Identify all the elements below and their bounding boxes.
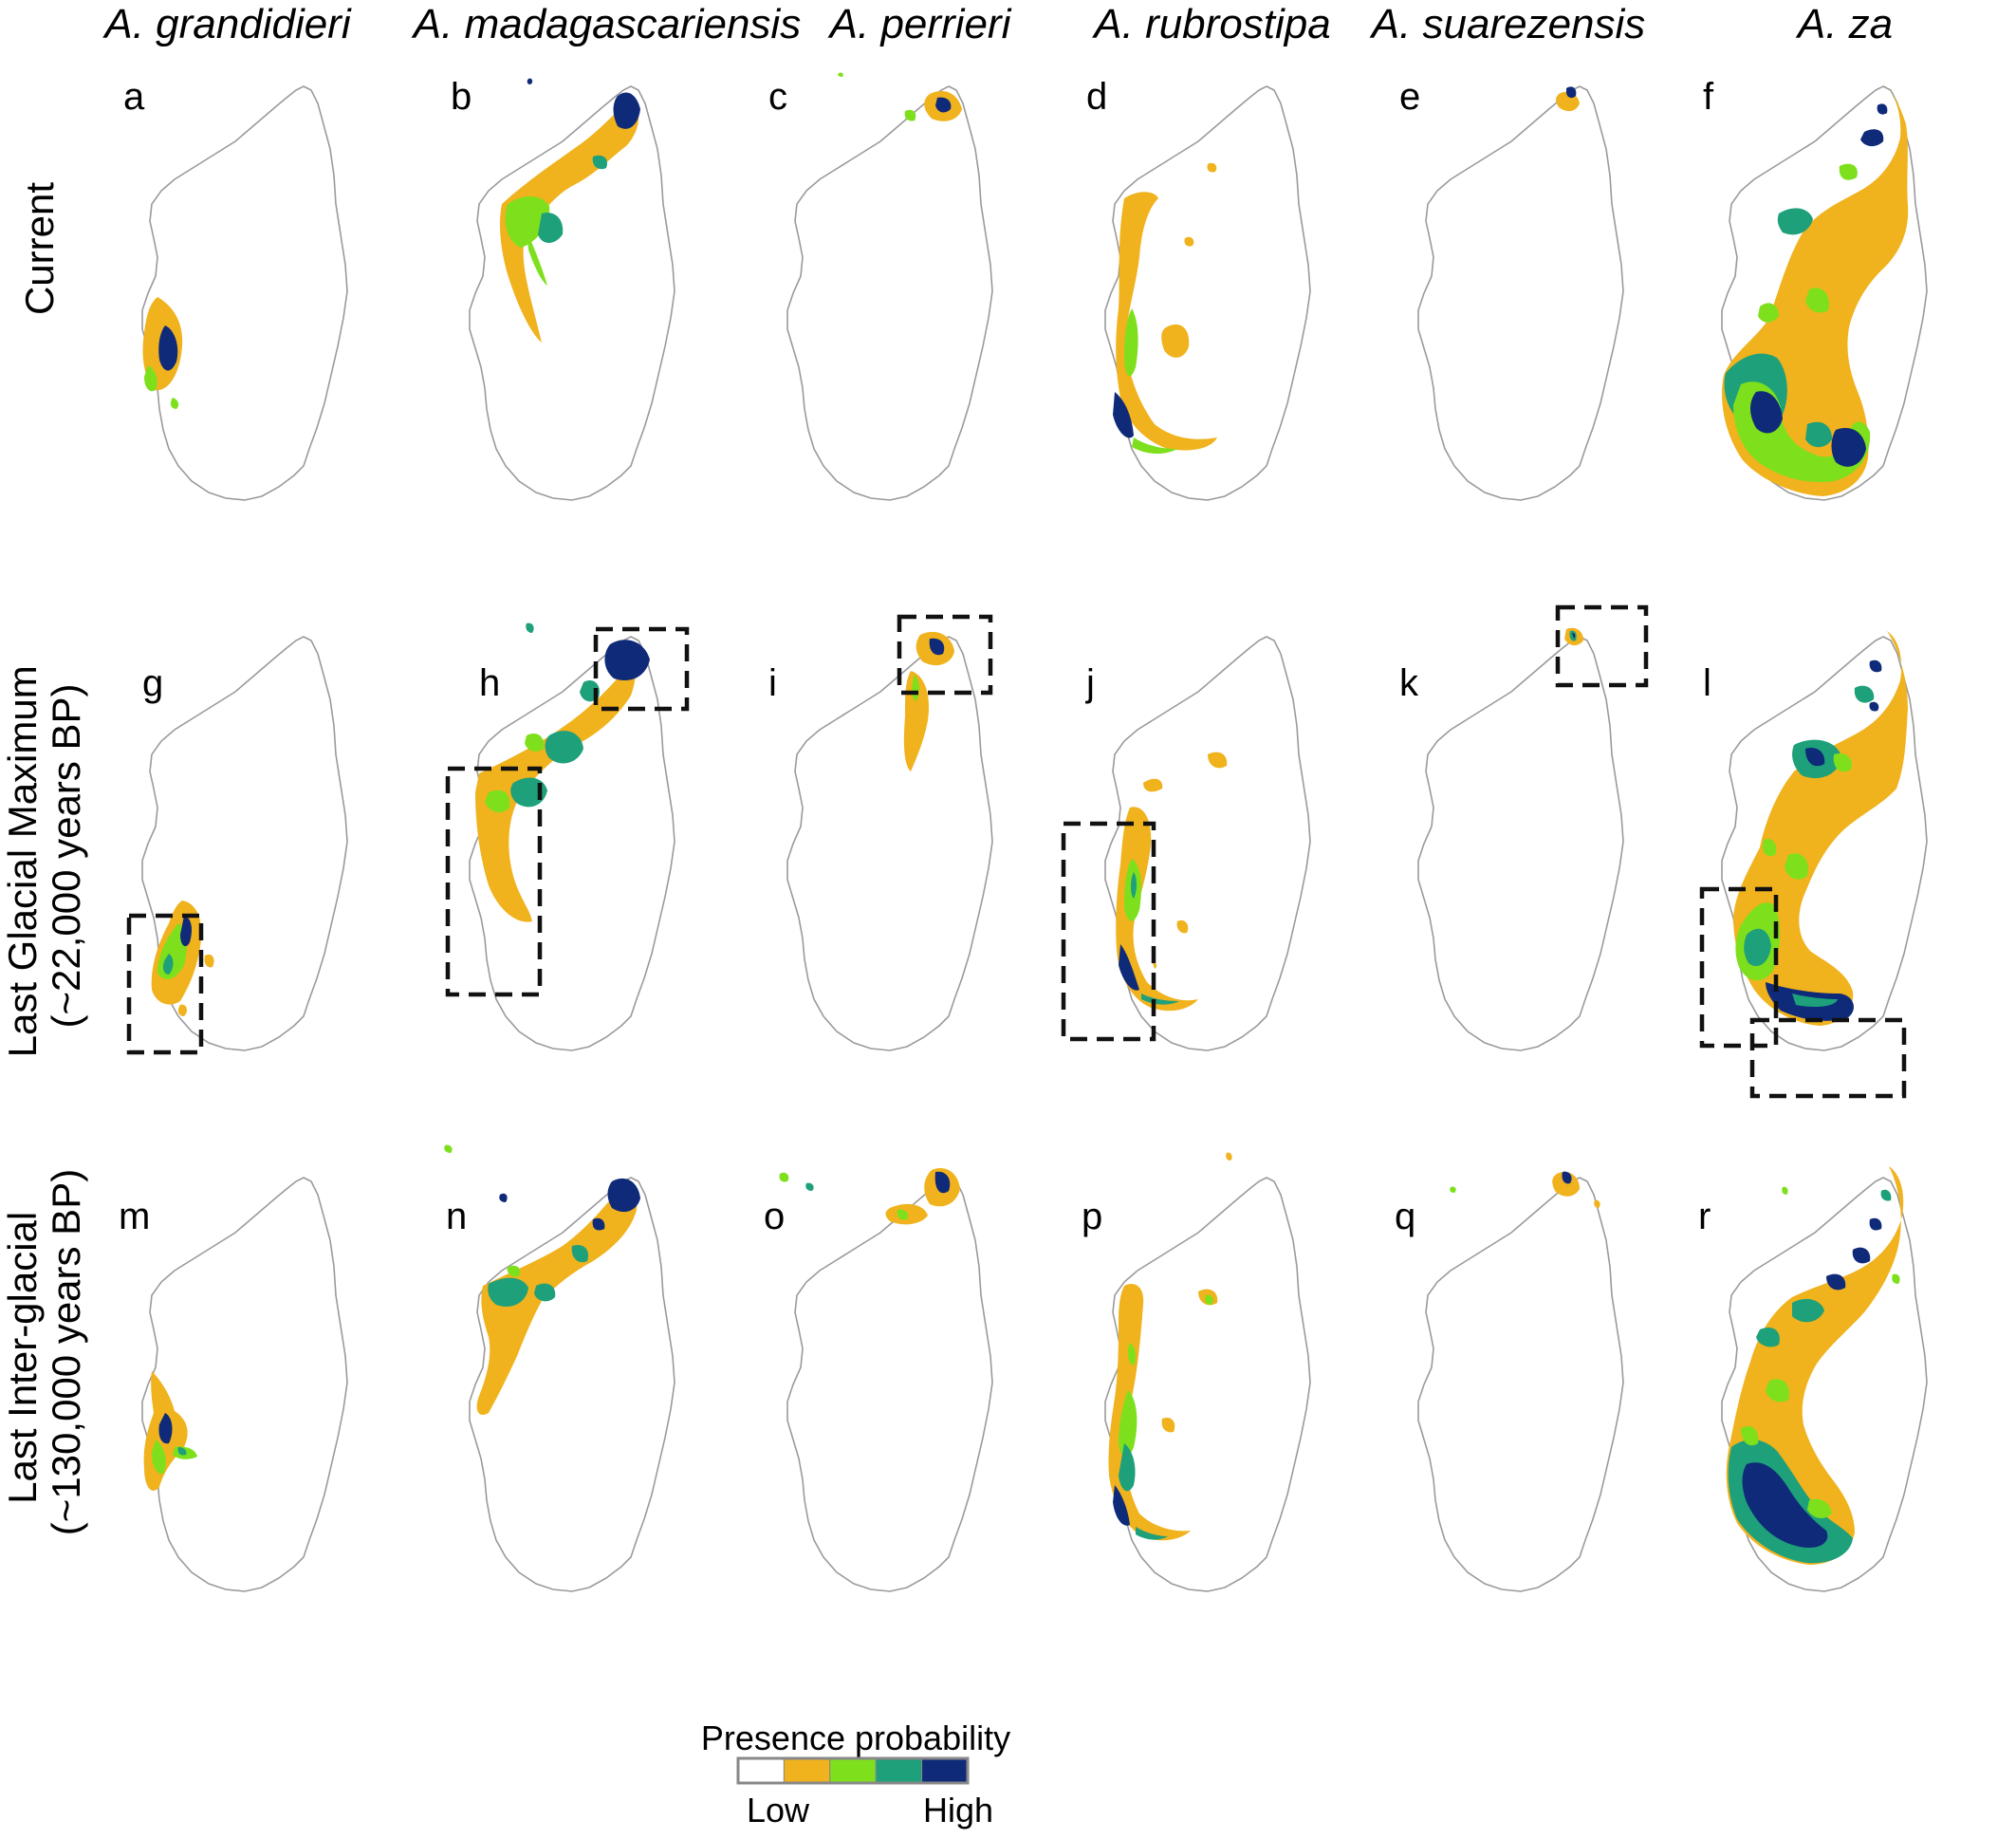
map-panel-q: q xyxy=(1395,1171,1624,1592)
madagascar-outline xyxy=(786,636,993,1051)
presence-area xyxy=(1564,627,1583,646)
panel-letter: p xyxy=(1082,1196,1102,1237)
panel-letter: h xyxy=(479,662,500,704)
panel-letter: d xyxy=(1086,76,1107,118)
highlight-box xyxy=(1749,1017,1907,1099)
legend-low-label: Low xyxy=(747,1791,810,1830)
presence-area xyxy=(500,78,640,343)
map-panel-l: l xyxy=(1699,631,1928,1099)
legend-swatch xyxy=(737,1757,785,1784)
presence-area xyxy=(142,297,183,409)
panel-letter: b xyxy=(451,76,472,118)
madagascar-outline xyxy=(141,1177,348,1592)
panel-letter: m xyxy=(119,1196,150,1237)
presence-area xyxy=(143,1371,197,1491)
map-panel-e: e xyxy=(1399,76,1624,501)
legend-swatch xyxy=(829,1757,877,1784)
madagascar-outline xyxy=(786,85,993,501)
panel-letter: e xyxy=(1399,76,1420,118)
presence-area xyxy=(1113,162,1217,455)
panel-letter: a xyxy=(123,76,145,118)
legend-swatch xyxy=(875,1757,923,1784)
panel-letter: j xyxy=(1085,662,1095,704)
highlight-box xyxy=(1699,886,1779,1049)
highlight-box xyxy=(897,614,993,696)
row-label-lig: Last Inter-glacial (~130,000 years BP) xyxy=(0,1169,88,1535)
map-panel-i: i xyxy=(768,614,993,1051)
row-labels: Current Last Glacial Maximum (~22,000 ye… xyxy=(0,182,88,1536)
panel-letter: c xyxy=(768,76,787,118)
legend-frame xyxy=(736,1756,970,1785)
map-panel-p: p xyxy=(1082,1152,1311,1592)
presence-area xyxy=(1722,84,1909,496)
map-panel-n: n xyxy=(444,1144,675,1592)
map-panel-f: f xyxy=(1703,76,1928,501)
highlight-box xyxy=(1555,604,1649,688)
map-panel-j: j xyxy=(1061,636,1311,1051)
map-panel-a: a xyxy=(123,76,348,501)
madagascar-outline xyxy=(786,1177,993,1592)
panel-letter: q xyxy=(1395,1196,1415,1237)
panel-letter: k xyxy=(1399,662,1419,704)
presence-area xyxy=(1450,1171,1600,1208)
species-header: A. madagascariensis xyxy=(411,1,801,47)
presence-area xyxy=(1726,1166,1904,1565)
row-label-lgm: Last Glacial Maximum (~22,000 years BP) xyxy=(0,655,88,1058)
map-panel-r: r xyxy=(1698,1166,1928,1592)
panel-letter: n xyxy=(446,1196,467,1237)
presence-area xyxy=(838,72,962,121)
madagascar-outline xyxy=(141,85,348,501)
species-header: A. perrieri xyxy=(827,1,1012,47)
map-panel-c: c xyxy=(768,72,993,501)
row-label-current: Current xyxy=(17,182,62,315)
legend: Presence probability Low High xyxy=(701,1718,1010,1830)
highlight-box xyxy=(593,626,690,712)
presence-area xyxy=(475,622,650,922)
madagascar-outline xyxy=(1417,1177,1624,1592)
panel-letter: o xyxy=(764,1196,785,1237)
presence-area xyxy=(1108,1152,1232,1541)
map-panel-m: m xyxy=(119,1177,348,1592)
panel-letter: l xyxy=(1703,662,1711,704)
presence-area xyxy=(1733,631,1908,1026)
map-panel-b: b xyxy=(451,76,675,501)
legend-swatches xyxy=(737,1757,969,1784)
presence-area xyxy=(1116,752,1228,1012)
legend-swatch xyxy=(921,1757,969,1784)
legend-swatch xyxy=(783,1757,831,1784)
presence-area xyxy=(444,1144,640,1415)
species-header: A. za xyxy=(1795,1,1893,47)
legend-title: Presence probability xyxy=(701,1718,1010,1757)
presence-area xyxy=(151,901,214,1016)
species-headers: A. grandidieri A. madagascariensis A. pe… xyxy=(102,1,1893,47)
madagascar-outline xyxy=(1417,636,1624,1051)
map-panel-k: k xyxy=(1399,604,1649,1051)
map-panel-g: g xyxy=(126,636,348,1055)
species-header: A. suarezensis xyxy=(1369,1,1646,47)
map-panel-o: o xyxy=(764,1168,993,1592)
presence-area xyxy=(1556,86,1580,112)
panel-letter: r xyxy=(1698,1196,1711,1237)
madagascar-outline xyxy=(469,85,675,501)
highlight-box xyxy=(1061,821,1156,1042)
panel-letter: i xyxy=(768,662,777,704)
madagascar-outline xyxy=(1104,85,1311,501)
legend-high-label: High xyxy=(923,1791,993,1830)
panel-letter: g xyxy=(142,662,163,704)
madagascar-outline xyxy=(1417,85,1624,501)
map-panel-h: h xyxy=(445,622,690,1051)
species-header: A. rubrostipa xyxy=(1091,1,1330,47)
map-panel-d: d xyxy=(1086,76,1311,501)
presence-area xyxy=(779,1168,960,1225)
panel-letter: f xyxy=(1703,76,1714,118)
presence-area xyxy=(903,631,954,771)
species-header: A. grandidieri xyxy=(102,1,351,47)
highlight-box xyxy=(126,913,204,1055)
